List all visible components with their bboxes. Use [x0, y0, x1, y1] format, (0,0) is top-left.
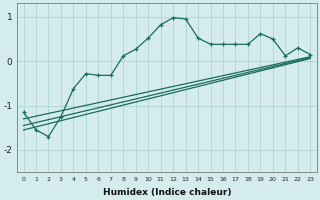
- X-axis label: Humidex (Indice chaleur): Humidex (Indice chaleur): [103, 188, 231, 197]
